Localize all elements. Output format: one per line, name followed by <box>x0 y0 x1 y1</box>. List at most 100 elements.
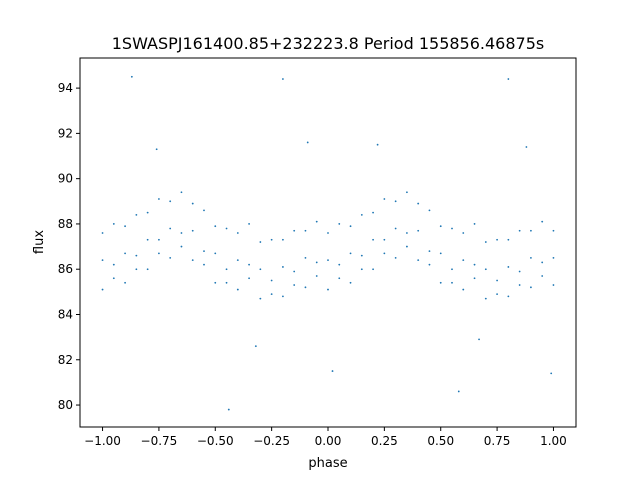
data-point <box>101 259 104 262</box>
x-tick-label: 0.75 <box>484 434 511 448</box>
data-point <box>304 256 307 259</box>
data-point <box>372 268 374 271</box>
data-point <box>439 225 442 228</box>
y-axis-label: flux <box>32 230 47 254</box>
data-point <box>518 284 521 286</box>
data-point <box>124 281 126 284</box>
x-axis: −1.00 −0.75 −0.50 −0.25 0.00 0.25 0.50 0.75 1.00 <box>84 427 567 448</box>
data-point <box>282 266 284 268</box>
data-point <box>507 238 510 241</box>
data-point <box>236 232 239 234</box>
data-point <box>225 227 228 230</box>
data-point <box>552 284 555 286</box>
data-point <box>214 252 217 255</box>
data-point <box>484 241 487 243</box>
data-point <box>338 277 341 280</box>
data-point <box>282 295 284 298</box>
data-point <box>496 293 498 296</box>
data-point <box>360 213 363 216</box>
data-point <box>360 268 363 271</box>
data-point <box>349 252 352 255</box>
data-point <box>338 263 341 266</box>
data-point <box>203 209 205 212</box>
data-point <box>146 238 149 241</box>
data-point <box>124 225 126 228</box>
data-point <box>525 146 528 148</box>
data-point <box>124 252 126 255</box>
data-point <box>236 259 239 262</box>
data-point <box>158 198 160 200</box>
data-point <box>315 275 318 277</box>
data-point <box>530 229 532 232</box>
data-point <box>383 252 386 255</box>
data-point <box>507 266 510 268</box>
data-point <box>191 259 194 262</box>
data-point <box>293 284 296 286</box>
data-point <box>462 288 465 291</box>
plot-frame <box>79 57 577 428</box>
data-point <box>282 78 284 80</box>
data-point <box>282 238 284 241</box>
data-point <box>394 256 397 259</box>
data-point <box>383 198 386 200</box>
data-point <box>439 252 442 255</box>
data-point <box>451 281 453 284</box>
data-point <box>270 238 273 241</box>
x-axis-label: phase <box>308 456 347 471</box>
data-point <box>349 225 352 228</box>
data-point <box>135 254 138 257</box>
data-point <box>169 227 172 230</box>
data-point <box>372 211 374 214</box>
data-point <box>530 256 532 259</box>
data-point <box>191 202 194 205</box>
x-tick-label: −0.50 <box>197 434 234 448</box>
data-point <box>306 141 309 144</box>
data-point <box>327 259 329 262</box>
x-tick-label: 0.00 <box>315 434 342 448</box>
data-point <box>457 390 460 393</box>
chart-title: 1SWASPJ161400.85+232223.8 Period 155856.… <box>112 34 544 53</box>
data-point <box>214 281 217 284</box>
data-point <box>428 263 431 266</box>
data-point <box>180 232 183 234</box>
data-point <box>406 191 408 194</box>
data-point <box>146 268 149 271</box>
data-point <box>496 238 498 241</box>
data-point <box>406 232 408 234</box>
data-point <box>473 277 476 280</box>
data-point <box>191 229 194 232</box>
data-point <box>155 148 158 151</box>
data-point <box>331 370 334 372</box>
data-point <box>541 275 544 277</box>
data-point <box>372 238 374 241</box>
x-tick-label: 0.25 <box>371 434 398 448</box>
data-point <box>101 288 104 291</box>
data-point <box>248 277 250 280</box>
data-point <box>428 250 431 253</box>
data-point <box>462 259 465 262</box>
data-point <box>259 268 262 271</box>
points-layer <box>101 75 555 411</box>
data-point <box>360 254 363 257</box>
data-point <box>112 263 115 266</box>
data-point <box>406 245 408 248</box>
data-point <box>135 268 138 271</box>
data-point <box>541 220 544 223</box>
y-axis: 80 82 84 86 88 90 92 94 <box>58 81 80 412</box>
data-point <box>112 277 115 280</box>
data-point <box>327 232 329 234</box>
data-point <box>507 295 510 298</box>
data-point <box>254 345 257 348</box>
data-point <box>541 261 544 264</box>
data-point <box>158 252 160 255</box>
y-tick-label: 94 <box>58 81 73 95</box>
y-tick-label: 82 <box>58 353 73 367</box>
data-point <box>473 223 476 225</box>
y-tick-label: 86 <box>58 262 73 276</box>
data-point <box>135 213 138 216</box>
data-point <box>112 223 115 225</box>
data-point <box>338 223 341 225</box>
data-point <box>315 220 318 223</box>
data-point <box>451 227 453 230</box>
